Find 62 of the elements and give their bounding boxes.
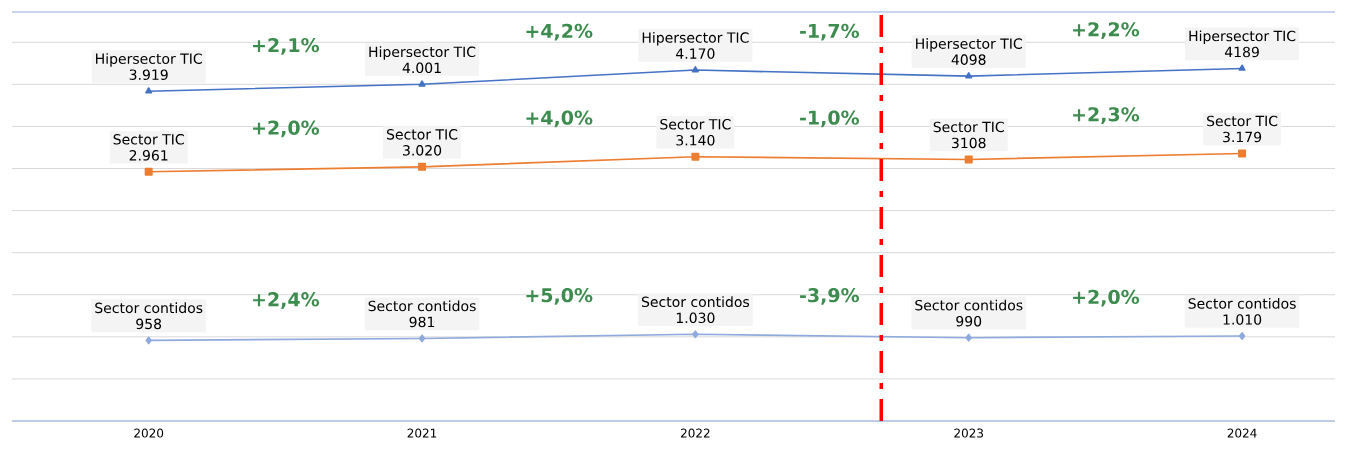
point bbox=[418, 162, 427, 171]
series-label: Hipersector TIC bbox=[369, 46, 476, 60]
text: Sector TIC bbox=[113, 134, 184, 145]
data-label: 981 bbox=[409, 316, 435, 328]
data-label: 1.010 bbox=[1223, 314, 1262, 325]
point bbox=[691, 152, 700, 161]
point bbox=[145, 87, 153, 94]
x-tick-label: 2022 bbox=[680, 428, 710, 438]
annotation: -3,9% bbox=[800, 287, 860, 305]
x-tick-label: 2023 bbox=[954, 428, 984, 438]
data-label: 4098 bbox=[951, 54, 986, 65]
data-label: 4.001 bbox=[402, 62, 441, 74]
x-tick-label: 2024 bbox=[1227, 428, 1257, 438]
text: Hipersector TIC bbox=[916, 38, 1022, 52]
text: Hipersector TIC bbox=[96, 53, 202, 67]
annotation: -1,0% bbox=[800, 110, 860, 128]
data-label: 4.170 bbox=[676, 48, 715, 59]
text: Hipersector TIC bbox=[642, 32, 749, 46]
data-label: 3.020 bbox=[403, 145, 442, 156]
point bbox=[145, 336, 152, 345]
text: Sector TIC bbox=[933, 121, 1004, 133]
text: Sector contidos bbox=[915, 299, 1023, 311]
annotation: +5,0% bbox=[526, 287, 593, 305]
annotation: +2,0% bbox=[253, 120, 320, 138]
point bbox=[1238, 64, 1246, 71]
data-label: 990 bbox=[956, 315, 982, 327]
point bbox=[1238, 332, 1246, 340]
annotation: +2,0% bbox=[1073, 289, 1140, 307]
annotation: -1,7% bbox=[800, 23, 860, 41]
point bbox=[965, 333, 972, 342]
annotation: +2,2% bbox=[1073, 22, 1140, 39]
annotation: +4,2% bbox=[526, 23, 593, 41]
x-tick-label: 2020 bbox=[134, 428, 164, 438]
data-label: 1.030 bbox=[676, 312, 715, 324]
annotation: +2,4% bbox=[253, 292, 320, 309]
data-label: 3.179 bbox=[1223, 131, 1262, 143]
data-label: 958 bbox=[136, 318, 162, 330]
point bbox=[964, 155, 973, 164]
point bbox=[418, 80, 426, 87]
point bbox=[144, 167, 153, 176]
annotation: +2,1% bbox=[253, 37, 320, 55]
data-label: 3.919 bbox=[129, 69, 168, 80]
annotation: +2,3% bbox=[1073, 107, 1140, 124]
data-label: 3108 bbox=[951, 137, 986, 149]
point bbox=[692, 330, 699, 339]
text: Sector TIC bbox=[660, 118, 731, 130]
text: Sector TIC bbox=[1207, 115, 1278, 127]
point bbox=[691, 66, 699, 73]
data-label: 4189 bbox=[1224, 46, 1259, 58]
annotation: +4,0% bbox=[526, 110, 593, 128]
data-label: 3.140 bbox=[676, 134, 715, 146]
text: Sector contidos bbox=[641, 296, 750, 308]
text: Sector contidos bbox=[95, 302, 203, 314]
text: Sector contidos bbox=[1188, 297, 1296, 309]
series-label: Sector contidos bbox=[368, 300, 476, 312]
text: Hipersector TIC bbox=[1189, 30, 1296, 44]
point bbox=[965, 72, 973, 79]
point bbox=[418, 334, 426, 343]
data-label: 2.961 bbox=[129, 150, 168, 161]
series-label: Sector TIC bbox=[386, 129, 458, 140]
x-tick-label: 2021 bbox=[407, 428, 437, 438]
point bbox=[1238, 149, 1247, 158]
